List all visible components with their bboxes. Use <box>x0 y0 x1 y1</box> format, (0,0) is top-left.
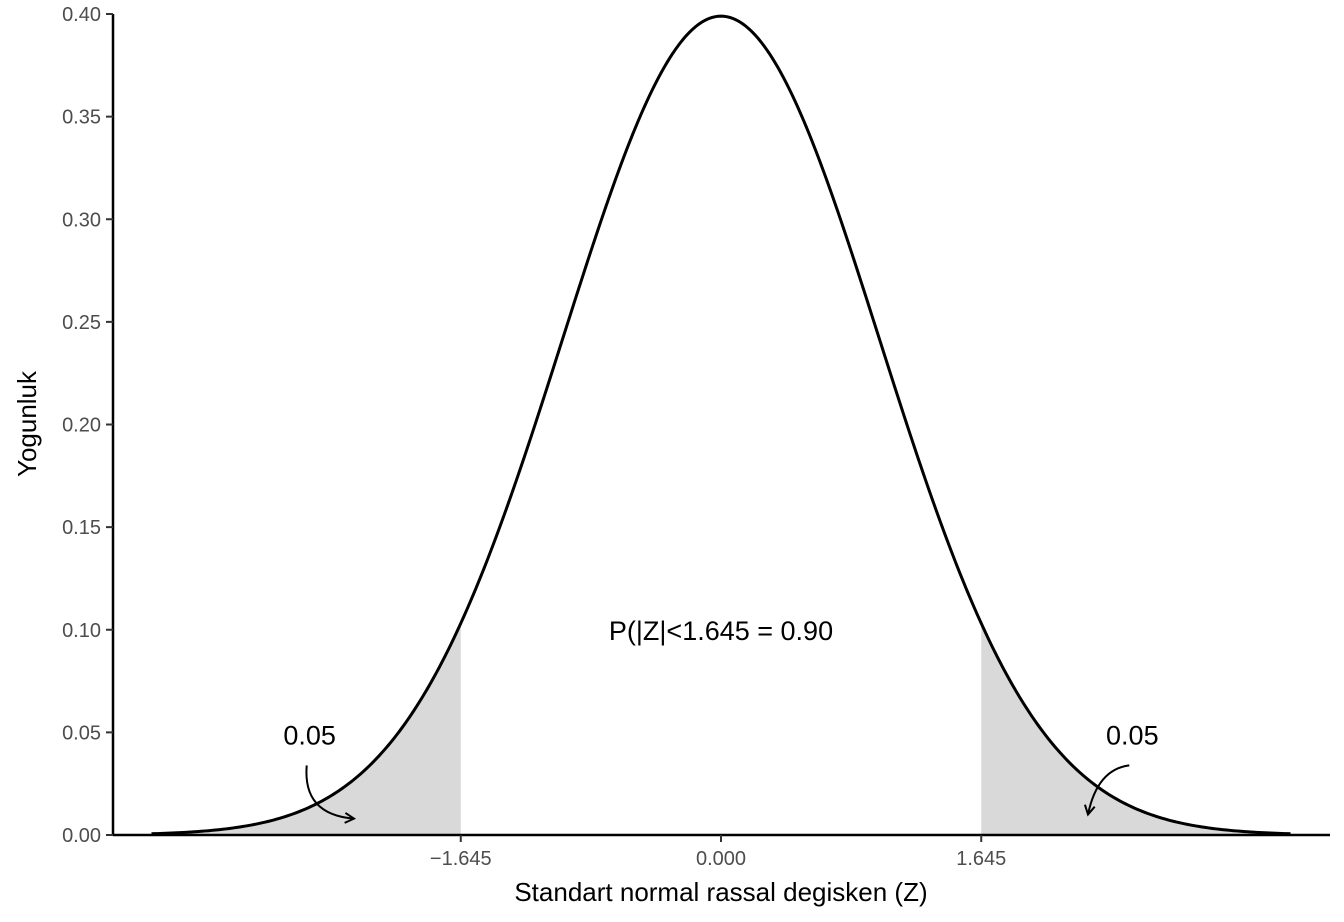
shaded-tail-region-right <box>981 623 1291 835</box>
x-tick-label: 0.000 <box>696 848 746 870</box>
probability-annotation: P(|Z|<1.645 = 0.90 <box>609 616 833 646</box>
y-tick-label: 0.20 <box>62 415 101 437</box>
x-axis-ticks: −1.645 0.000 1.645 <box>430 835 1006 870</box>
y-axis-title: Yogunluk <box>12 370 42 477</box>
x-tick-label: −1.645 <box>430 848 492 870</box>
x-axis: −1.645 0.000 1.645 <box>113 833 1330 870</box>
y-tick-label: 0.05 <box>62 722 101 744</box>
y-tick-label: 0.30 <box>62 209 101 231</box>
annotation-arrow <box>305 765 354 818</box>
y-tick-label: 0.25 <box>62 312 101 334</box>
y-tick-label: 0.15 <box>62 517 101 539</box>
density-curve-layer <box>151 14 1291 836</box>
density-curve <box>151 14 1291 836</box>
x-axis-title: Standart normal rassal degisken (Z) <box>514 877 927 907</box>
y-tick-label: 0.10 <box>62 620 101 642</box>
annotation-arrow <box>1088 764 1130 814</box>
tail-probability-label: 0.05 <box>1106 720 1159 750</box>
shaded-tail-regions <box>151 623 1291 835</box>
y-axis-ticks: 0.00 0.05 0.10 0.15 0.20 0.25 0.30 0.35 0.40 <box>62 4 113 847</box>
y-tick-label: 0.35 <box>62 107 101 129</box>
annotations: P(|Z|<1.645 = 0.90 0.05 0.05 <box>283 616 1159 819</box>
shaded-tail-region-left <box>151 623 461 835</box>
y-axis: 0.00 0.05 0.10 0.15 0.20 0.25 0.30 0.35 0.40 <box>62 4 115 847</box>
tail-probability-label: 0.05 <box>283 720 336 750</box>
y-tick-label: 0.00 <box>62 825 101 847</box>
x-tick-label: 1.645 <box>956 848 1006 870</box>
y-tick-label: 0.40 <box>62 4 101 26</box>
